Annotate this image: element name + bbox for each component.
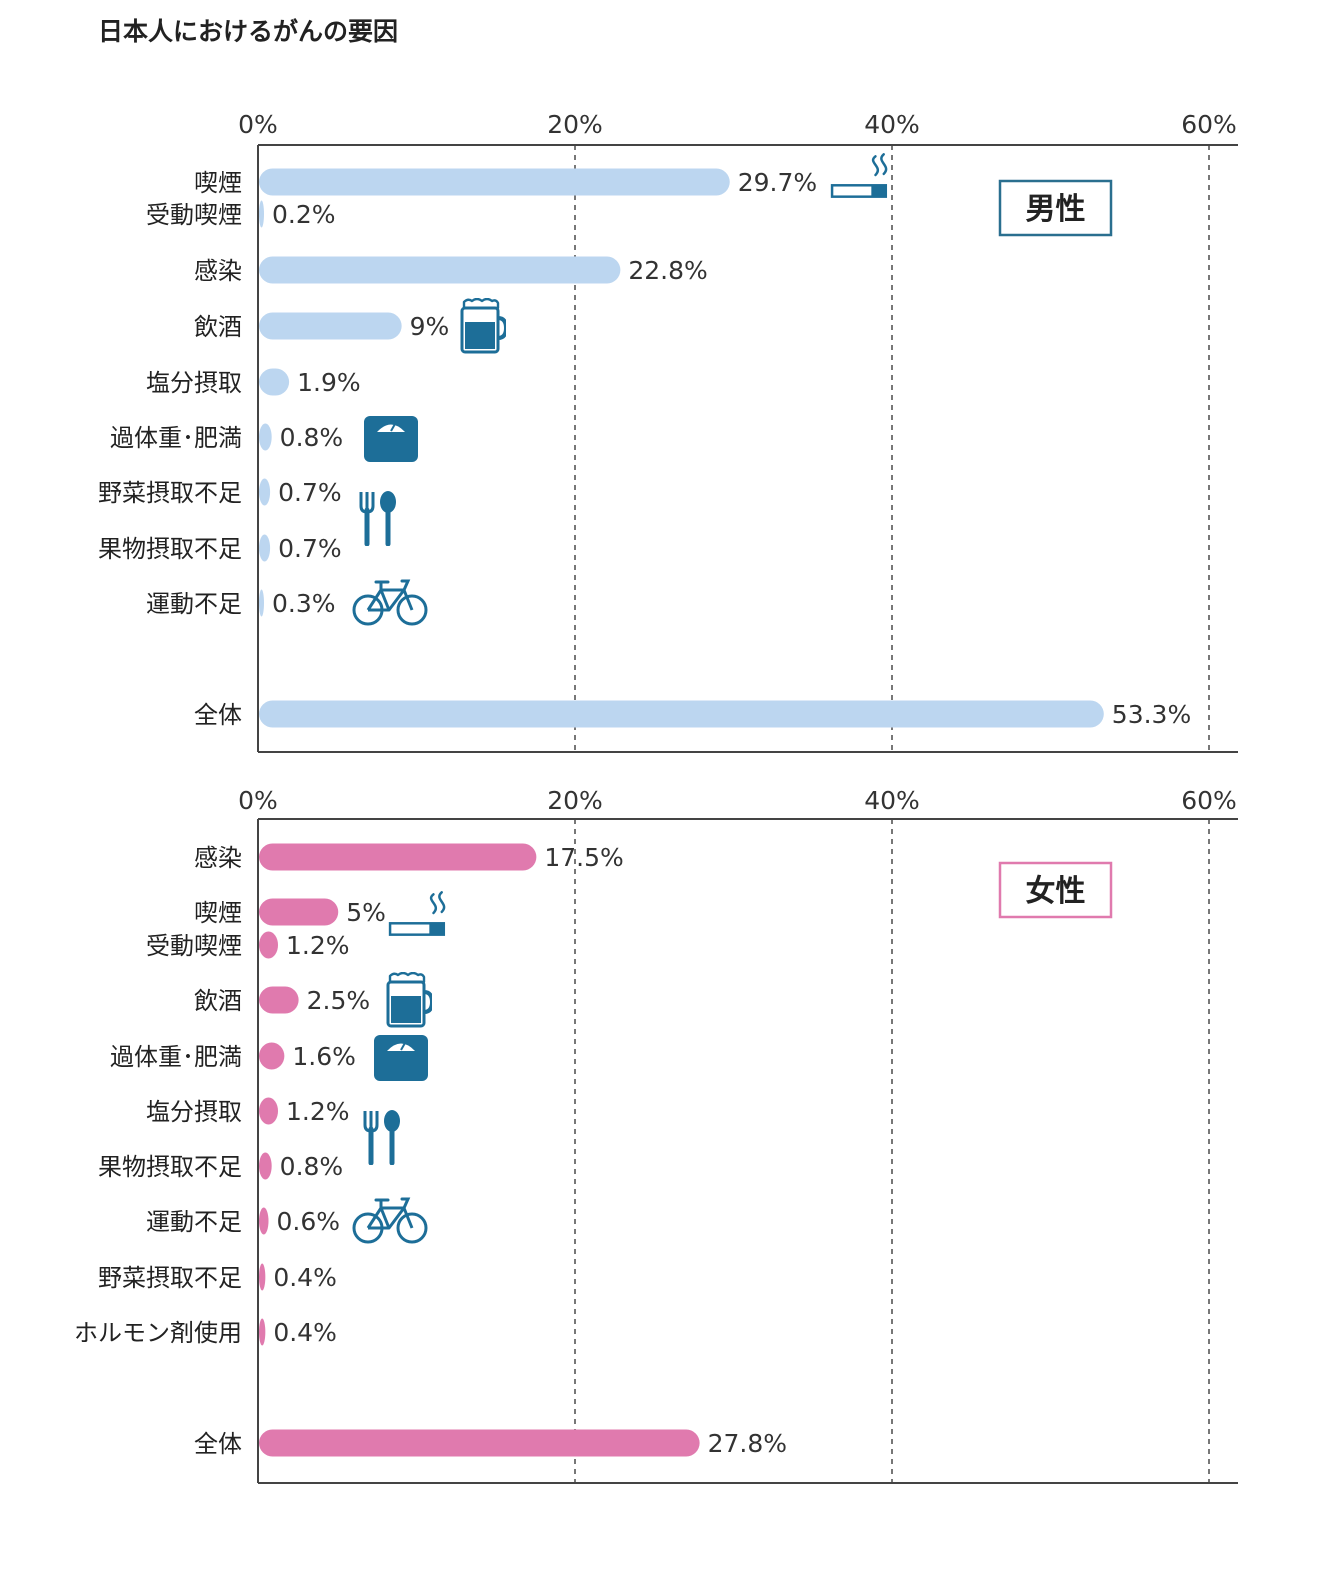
gender-label-box <box>998 179 1113 237</box>
bicycle-icon <box>352 579 428 626</box>
bar <box>259 1042 285 1070</box>
gender-label-box <box>998 861 1113 919</box>
fork-spoon-icon <box>361 491 396 544</box>
value-label: 1.9% <box>297 368 361 397</box>
cigarette-icon <box>830 153 888 198</box>
x-tick-label: 40% <box>864 110 920 139</box>
x-tick-label: 0% <box>238 110 278 139</box>
scale-icon <box>364 416 418 462</box>
bicycle-icon <box>352 1197 428 1244</box>
category-label: 全体 <box>194 1430 242 1458</box>
value-label: 0.4% <box>273 1318 337 1347</box>
bar <box>259 1429 700 1457</box>
value-label: 0.8% <box>280 1152 344 1181</box>
value-label: 17.5% <box>544 843 623 872</box>
male-chart-panel: 0% 20% 40% 60% 喫煙 29.7% 受動喫煙 0.2% 感染 22.8% 飲酒 9% 塩分摂… <box>98 110 1238 753</box>
x-tick-label: 60% <box>1181 110 1237 139</box>
category-label: 感染 <box>194 844 242 872</box>
value-label: 53.3% <box>1112 700 1191 729</box>
category-label: 果物摂取不足 <box>98 535 242 563</box>
category-label: 過体重･肥満 <box>110 1043 242 1071</box>
bar <box>259 1152 272 1180</box>
x-tick-label: 20% <box>547 110 603 139</box>
female-chart-panel: 0% 20% 40% 60% 感染 17.5% 喫煙 5% 受動喫煙 1.2% 飲酒 2.5% 過体重･… <box>74 786 1238 1484</box>
bar <box>259 700 1104 728</box>
x-tick-label: 20% <box>547 786 603 815</box>
x-tick-label: 40% <box>864 786 920 815</box>
bar <box>259 1097 279 1125</box>
value-label: 29.7% <box>738 168 817 197</box>
bar <box>259 589 264 617</box>
category-label: 運動不足 <box>146 1208 242 1236</box>
bar <box>259 1318 266 1346</box>
category-label: 果物摂取不足 <box>98 1153 242 1181</box>
bar <box>259 931 279 959</box>
fork-spoon-icon <box>365 1110 400 1163</box>
category-label: 全体 <box>194 701 242 729</box>
value-label: 2.5% <box>307 986 371 1015</box>
x-tick-label: 60% <box>1181 786 1237 815</box>
value-label: 27.8% <box>708 1429 787 1458</box>
beer-mug-icon <box>386 972 432 1028</box>
gender-label: 女性 <box>1026 874 1086 909</box>
scale-icon <box>374 1035 428 1081</box>
category-label: 塩分摂取 <box>146 369 242 397</box>
value-label: 22.8% <box>628 256 707 285</box>
category-label: 喫煙 <box>194 899 242 927</box>
page-title: 日本人におけるがんの要因 <box>98 17 399 46</box>
bar <box>259 898 339 926</box>
gender-label: 男性 <box>1026 192 1086 227</box>
category-label: ホルモン剤使用 <box>74 1319 242 1347</box>
value-label: 0.3% <box>272 589 336 618</box>
category-label: 受動喫煙 <box>146 201 242 229</box>
value-label: 5% <box>346 898 386 927</box>
bar <box>259 312 402 340</box>
value-label: 0.6% <box>277 1207 341 1236</box>
bar <box>259 843 537 871</box>
value-label: 0.7% <box>278 478 342 507</box>
value-label: 1.6% <box>292 1042 356 1071</box>
category-label: 受動喫煙 <box>146 932 242 960</box>
category-label: 塩分摂取 <box>146 1098 242 1126</box>
category-label: 飲酒 <box>194 313 242 341</box>
bar <box>259 1263 266 1291</box>
bar <box>259 534 271 562</box>
value-label: 0.4% <box>273 1263 337 1292</box>
category-label: 喫煙 <box>194 169 242 197</box>
bar <box>259 200 264 228</box>
category-label: 運動不足 <box>146 590 242 618</box>
value-label: 1.2% <box>286 1097 350 1126</box>
value-label: 0.7% <box>278 534 342 563</box>
beer-mug-icon <box>460 298 506 354</box>
bar <box>259 368 290 396</box>
value-label: 0.2% <box>272 200 336 229</box>
bar <box>259 1207 269 1235</box>
category-label: 過体重･肥満 <box>110 424 242 452</box>
bar <box>259 986 299 1014</box>
bar <box>259 168 730 196</box>
bar <box>259 478 271 506</box>
value-label: 9% <box>410 312 450 341</box>
value-label: 0.8% <box>280 423 344 452</box>
value-label: 1.2% <box>286 931 350 960</box>
category-label: 飲酒 <box>194 987 242 1015</box>
category-label: 野菜摂取不足 <box>98 479 242 507</box>
category-label: 感染 <box>194 257 242 285</box>
bar <box>259 423 272 451</box>
bar <box>259 256 621 284</box>
x-tick-label: 0% <box>238 786 278 815</box>
cigarette-icon <box>388 891 446 936</box>
category-label: 野菜摂取不足 <box>98 1264 242 1292</box>
